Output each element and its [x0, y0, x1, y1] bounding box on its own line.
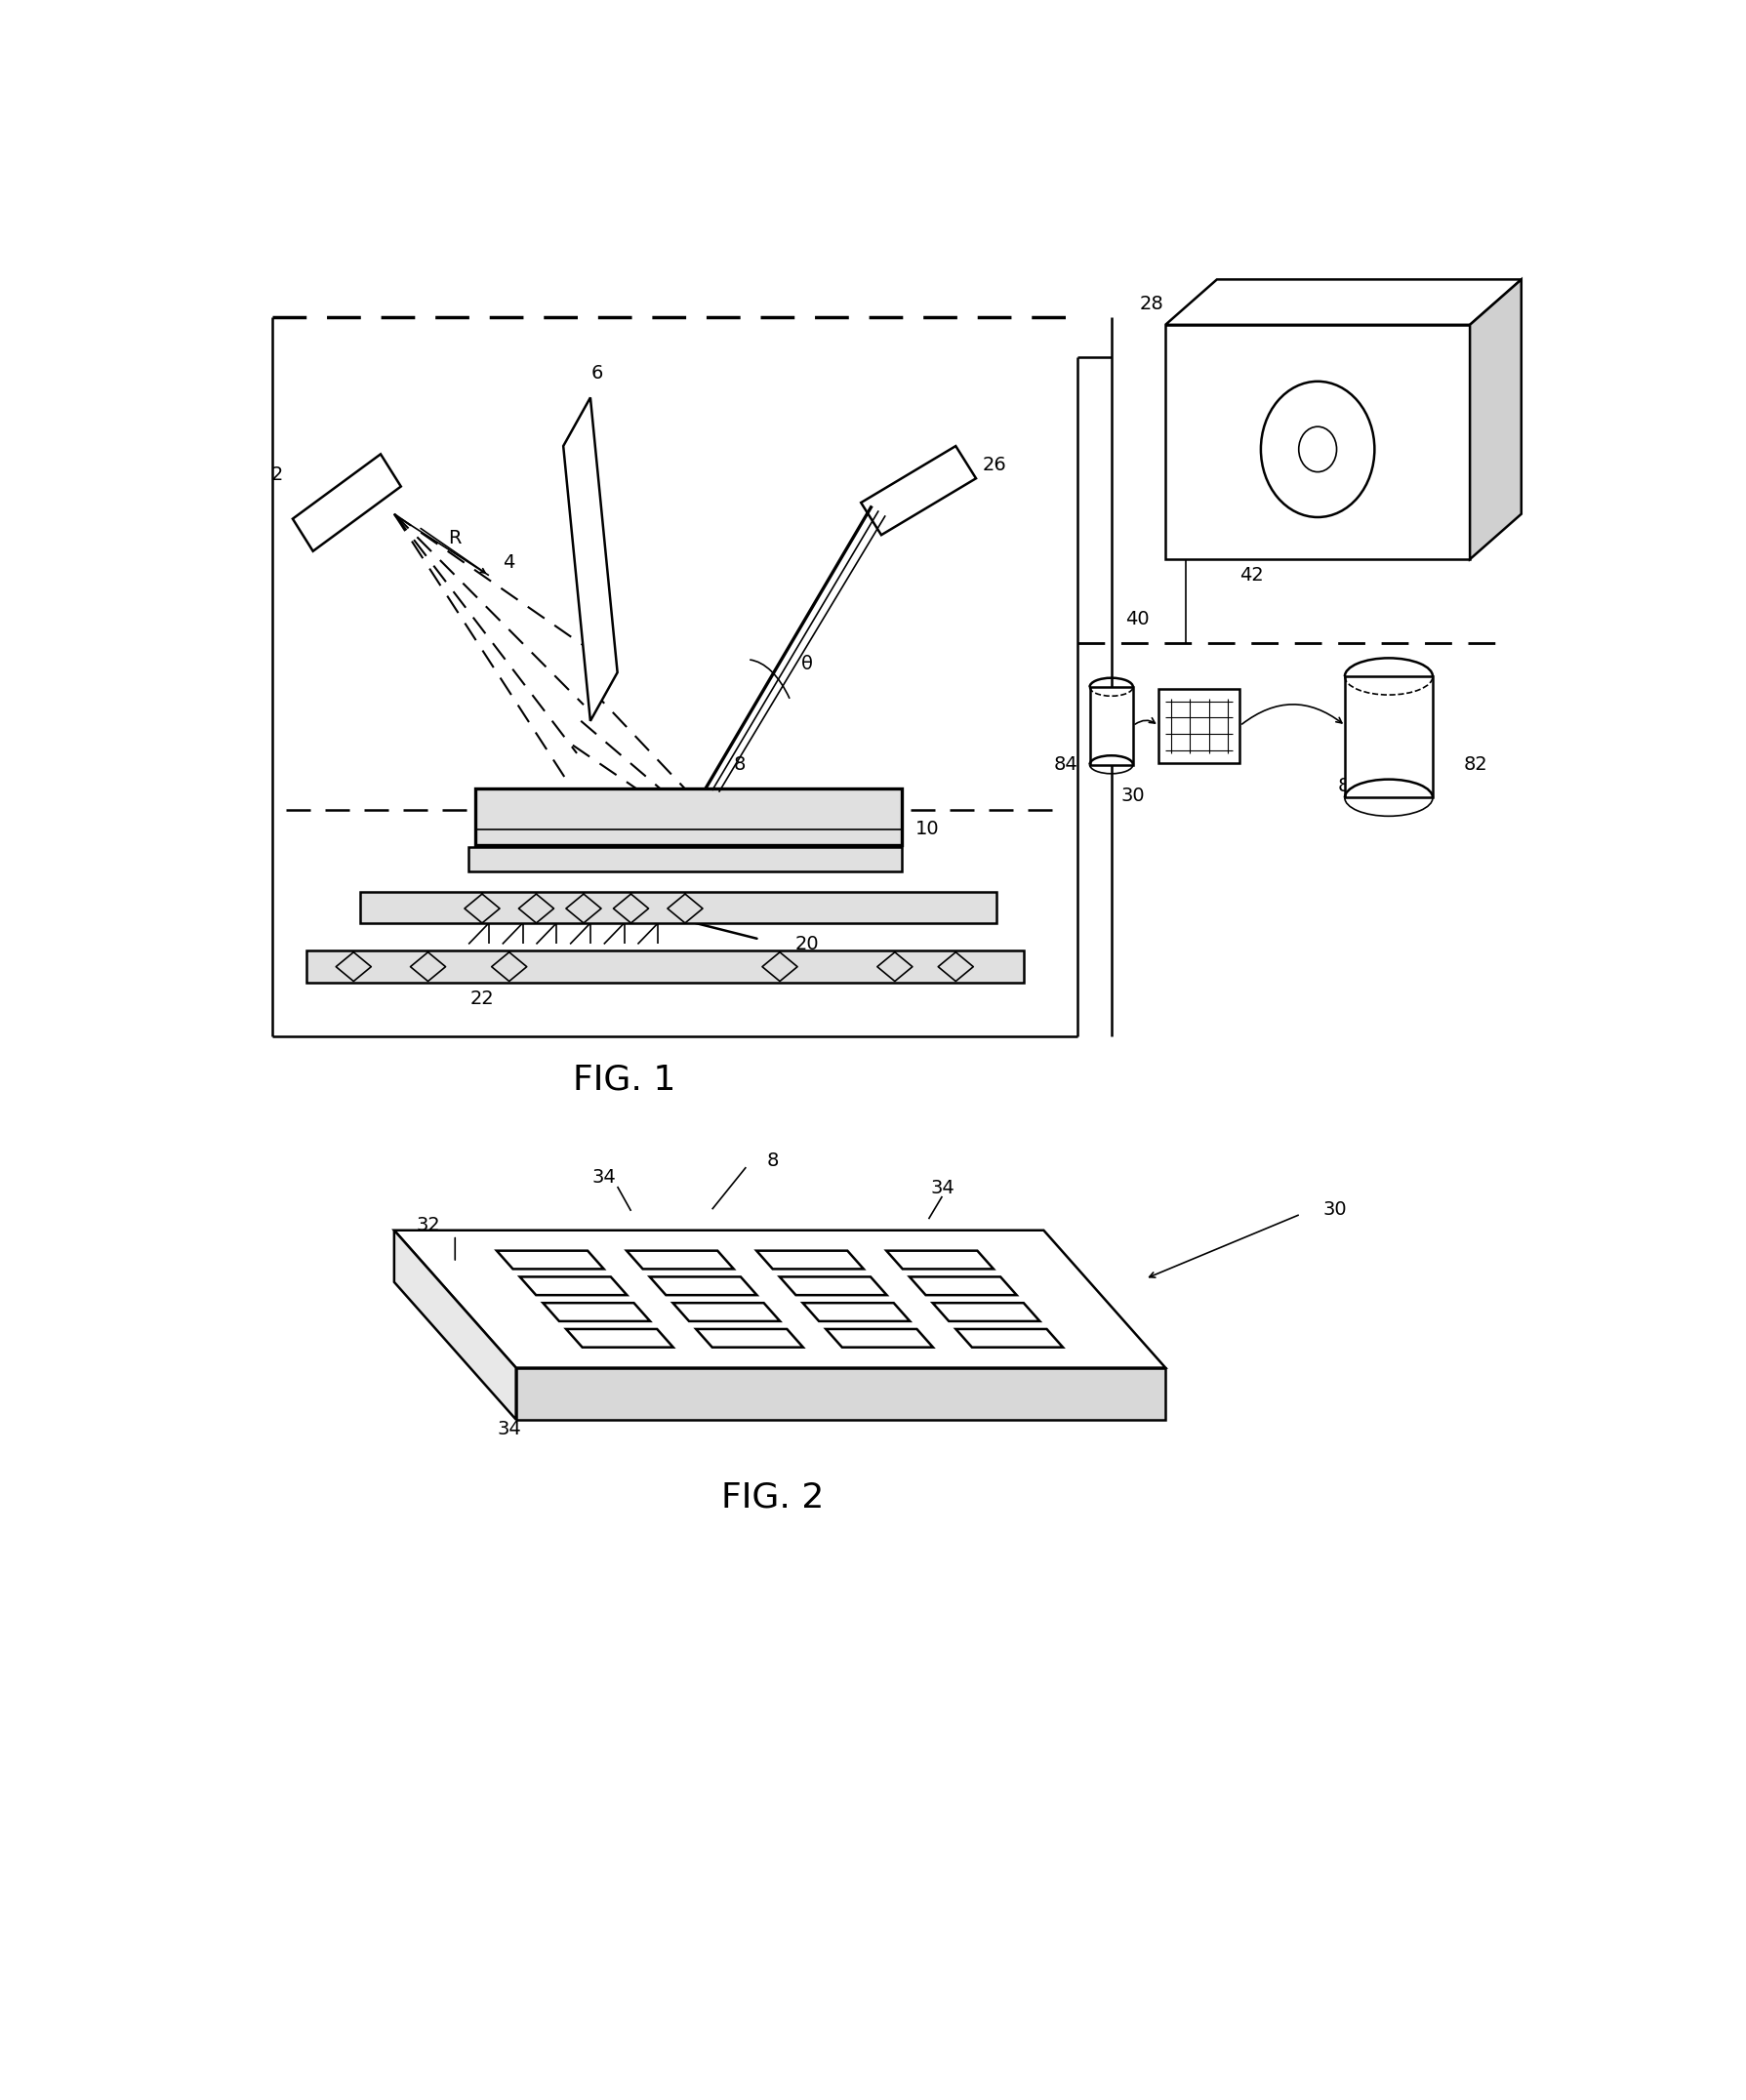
- Text: 32: 32: [416, 1216, 440, 1235]
- Polygon shape: [672, 1302, 780, 1321]
- Text: 42: 42: [1240, 567, 1264, 584]
- Polygon shape: [932, 1302, 1041, 1321]
- Polygon shape: [627, 1252, 733, 1268]
- Polygon shape: [1470, 279, 1521, 559]
- Polygon shape: [517, 1367, 1166, 1420]
- Text: 8: 8: [733, 756, 746, 775]
- Text: FIG. 2: FIG. 2: [721, 1480, 824, 1514]
- Circle shape: [1261, 382, 1374, 517]
- Polygon shape: [650, 1277, 756, 1296]
- Polygon shape: [520, 1277, 627, 1296]
- Text: 20: 20: [794, 934, 819, 953]
- Text: 30: 30: [1121, 785, 1145, 804]
- Polygon shape: [496, 1252, 604, 1268]
- Polygon shape: [1344, 676, 1433, 798]
- Polygon shape: [780, 1277, 887, 1296]
- Polygon shape: [826, 1329, 932, 1348]
- Text: 34: 34: [592, 1168, 616, 1186]
- Polygon shape: [697, 1329, 803, 1348]
- Polygon shape: [395, 1231, 517, 1420]
- Circle shape: [1299, 426, 1337, 473]
- Polygon shape: [475, 790, 901, 846]
- Polygon shape: [1159, 689, 1240, 762]
- Text: FIG. 1: FIG. 1: [573, 1063, 676, 1096]
- Text: 30: 30: [1322, 1199, 1346, 1218]
- Text: 6: 6: [592, 363, 602, 382]
- Text: R: R: [449, 529, 461, 548]
- Polygon shape: [861, 445, 976, 536]
- Polygon shape: [1090, 687, 1133, 764]
- Text: 2: 2: [271, 466, 283, 485]
- Polygon shape: [566, 1329, 674, 1348]
- Text: 28: 28: [1140, 294, 1165, 313]
- Polygon shape: [395, 1231, 1166, 1367]
- Text: 80: 80: [1337, 777, 1362, 796]
- Polygon shape: [955, 1329, 1063, 1348]
- Text: 8: 8: [766, 1151, 779, 1170]
- Polygon shape: [803, 1302, 910, 1321]
- Polygon shape: [360, 892, 997, 924]
- Text: 4: 4: [503, 552, 515, 571]
- Polygon shape: [756, 1252, 864, 1268]
- Text: 82: 82: [1463, 756, 1488, 775]
- Text: 22: 22: [470, 989, 494, 1008]
- Text: θ: θ: [801, 655, 812, 674]
- Text: 84: 84: [1053, 756, 1077, 775]
- Text: 40: 40: [1124, 609, 1149, 628]
- Text: 24: 24: [801, 788, 826, 806]
- Polygon shape: [1166, 326, 1470, 559]
- Text: 34: 34: [931, 1178, 955, 1197]
- Polygon shape: [293, 454, 402, 550]
- Polygon shape: [887, 1252, 993, 1268]
- Polygon shape: [910, 1277, 1016, 1296]
- Text: 34: 34: [498, 1420, 522, 1438]
- Text: 10: 10: [915, 819, 939, 838]
- Polygon shape: [306, 951, 1023, 983]
- Polygon shape: [1166, 279, 1521, 326]
- Polygon shape: [543, 1302, 650, 1321]
- Polygon shape: [564, 397, 618, 720]
- Text: 26: 26: [983, 456, 1007, 475]
- Polygon shape: [468, 846, 901, 872]
